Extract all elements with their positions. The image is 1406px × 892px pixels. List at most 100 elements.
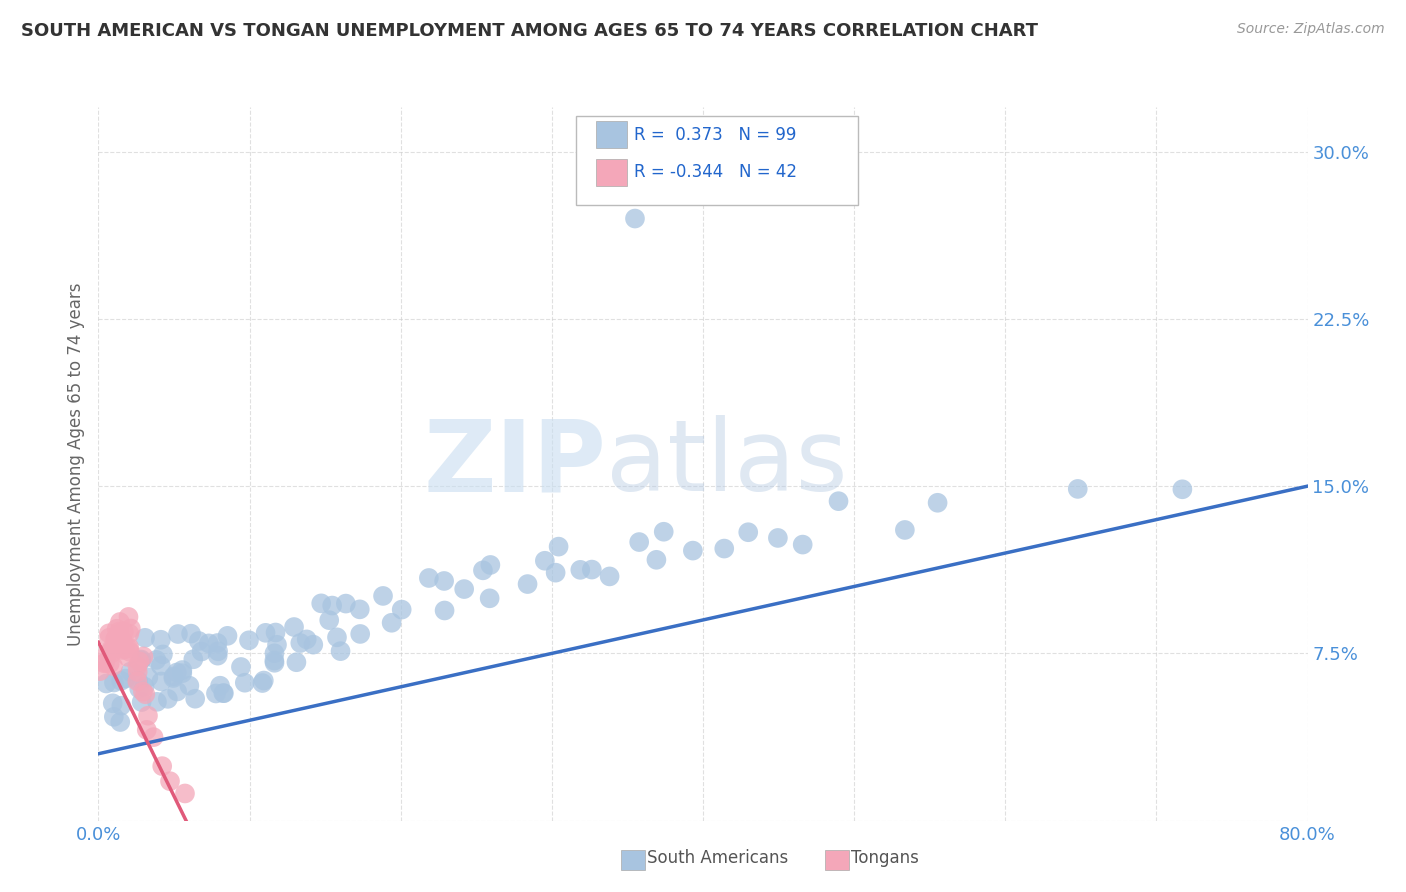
Point [134, 687, 156, 701]
Point [132, 649, 155, 664]
Text: South Americans: South Americans [647, 849, 787, 867]
Point [134, 680, 156, 694]
Point [544, 566, 567, 580]
Point [207, 636, 229, 650]
Point [127, 665, 149, 679]
Point [209, 679, 232, 693]
Point [309, 596, 332, 610]
Text: Tongans: Tongans [851, 849, 918, 867]
Point [266, 638, 288, 652]
Point [1171, 483, 1194, 497]
Point [181, 652, 204, 666]
Point [894, 523, 917, 537]
Point [179, 679, 201, 693]
Point [190, 644, 212, 658]
Point [127, 659, 149, 673]
Point [145, 653, 167, 667]
Point [94, 656, 117, 670]
Point [103, 710, 125, 724]
Point [253, 673, 276, 688]
Point [516, 577, 538, 591]
Y-axis label: Unemployment Among Ages 65 to 74 years: Unemployment Among Ages 65 to 74 years [66, 282, 84, 646]
Point [110, 714, 132, 729]
Point [142, 730, 165, 744]
Point [1067, 482, 1090, 496]
Point [471, 563, 494, 577]
Point [229, 660, 252, 674]
Point [96, 647, 118, 661]
Point [152, 648, 174, 662]
Point [98, 631, 121, 645]
Point [114, 642, 136, 657]
Point [127, 673, 149, 688]
Point [238, 633, 260, 648]
Point [100, 646, 122, 660]
Point [97, 626, 120, 640]
Point [207, 644, 229, 658]
Point [108, 615, 131, 629]
Point [172, 663, 194, 677]
Point [302, 638, 325, 652]
Point [217, 629, 239, 643]
Point [96, 676, 118, 690]
Point [110, 673, 132, 688]
Point [93, 657, 115, 671]
Point [418, 571, 440, 585]
Point [624, 211, 647, 226]
Point [212, 686, 235, 700]
Text: ZIP: ZIP [423, 416, 606, 512]
Point [100, 642, 122, 657]
Point [263, 646, 285, 660]
Point [349, 602, 371, 616]
Point [233, 675, 256, 690]
Point [290, 636, 312, 650]
Point [433, 574, 456, 588]
Point [381, 615, 404, 630]
Point [104, 632, 127, 647]
Point [335, 597, 357, 611]
Point [131, 695, 153, 709]
Point [391, 602, 413, 616]
Point [792, 538, 814, 552]
Point [285, 655, 308, 669]
Point [264, 625, 287, 640]
Point [254, 625, 277, 640]
Point [371, 589, 394, 603]
Point [207, 648, 229, 663]
Point [105, 622, 128, 636]
Point [212, 686, 235, 700]
Point [132, 684, 155, 698]
Point [198, 636, 221, 650]
Point [108, 632, 131, 646]
Point [127, 674, 149, 689]
Point [135, 723, 157, 737]
Point [321, 599, 343, 613]
Point [112, 624, 135, 639]
Point [326, 630, 349, 644]
Point [149, 658, 172, 673]
Point [110, 637, 132, 651]
Point [162, 669, 184, 683]
Point [349, 627, 371, 641]
Text: R =  0.373   N = 99: R = 0.373 N = 99 [634, 126, 796, 144]
Text: R = -0.344   N = 42: R = -0.344 N = 42 [634, 163, 797, 181]
Point [569, 563, 592, 577]
Point [134, 631, 156, 645]
Point [108, 624, 131, 639]
Point [111, 643, 134, 657]
Point [118, 645, 141, 659]
Point [110, 698, 132, 713]
Point [150, 759, 173, 773]
Point [101, 696, 124, 710]
Point [162, 671, 184, 685]
Point [159, 774, 181, 789]
Point [628, 535, 651, 549]
Point [547, 540, 569, 554]
Point [101, 659, 124, 673]
Point [599, 569, 621, 583]
Point [120, 622, 142, 636]
Point [205, 686, 228, 700]
Point [766, 531, 789, 545]
Point [737, 525, 759, 540]
Point [534, 554, 557, 568]
